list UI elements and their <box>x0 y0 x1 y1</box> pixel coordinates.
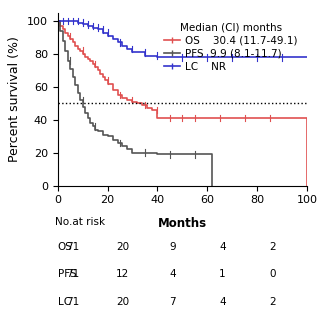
Text: 71: 71 <box>66 297 79 307</box>
Text: LC: LC <box>58 297 71 307</box>
Text: 4: 4 <box>219 297 226 307</box>
Text: 20: 20 <box>116 242 129 252</box>
Text: 4: 4 <box>219 242 226 252</box>
Y-axis label: Percent survival (%): Percent survival (%) <box>8 36 21 162</box>
Text: 0: 0 <box>269 269 276 279</box>
Text: 4: 4 <box>169 269 176 279</box>
Text: No.at risk: No.at risk <box>55 217 105 227</box>
Text: 20: 20 <box>116 297 129 307</box>
Text: 12: 12 <box>116 269 129 279</box>
Legend: OS    30.4 (11.7-49.1), PFS  9.9 (8.1-11.7), LC    NR: OS 30.4 (11.7-49.1), PFS 9.9 (8.1-11.7),… <box>160 18 302 76</box>
Text: Months: Months <box>158 217 207 230</box>
Text: 2: 2 <box>269 242 276 252</box>
Text: 71: 71 <box>66 242 79 252</box>
Text: 2: 2 <box>269 297 276 307</box>
Text: OS: OS <box>58 242 72 252</box>
Text: 7: 7 <box>169 297 176 307</box>
Text: PFS: PFS <box>58 269 76 279</box>
Text: 71: 71 <box>66 269 79 279</box>
Text: 1: 1 <box>219 269 226 279</box>
Text: 9: 9 <box>169 242 176 252</box>
